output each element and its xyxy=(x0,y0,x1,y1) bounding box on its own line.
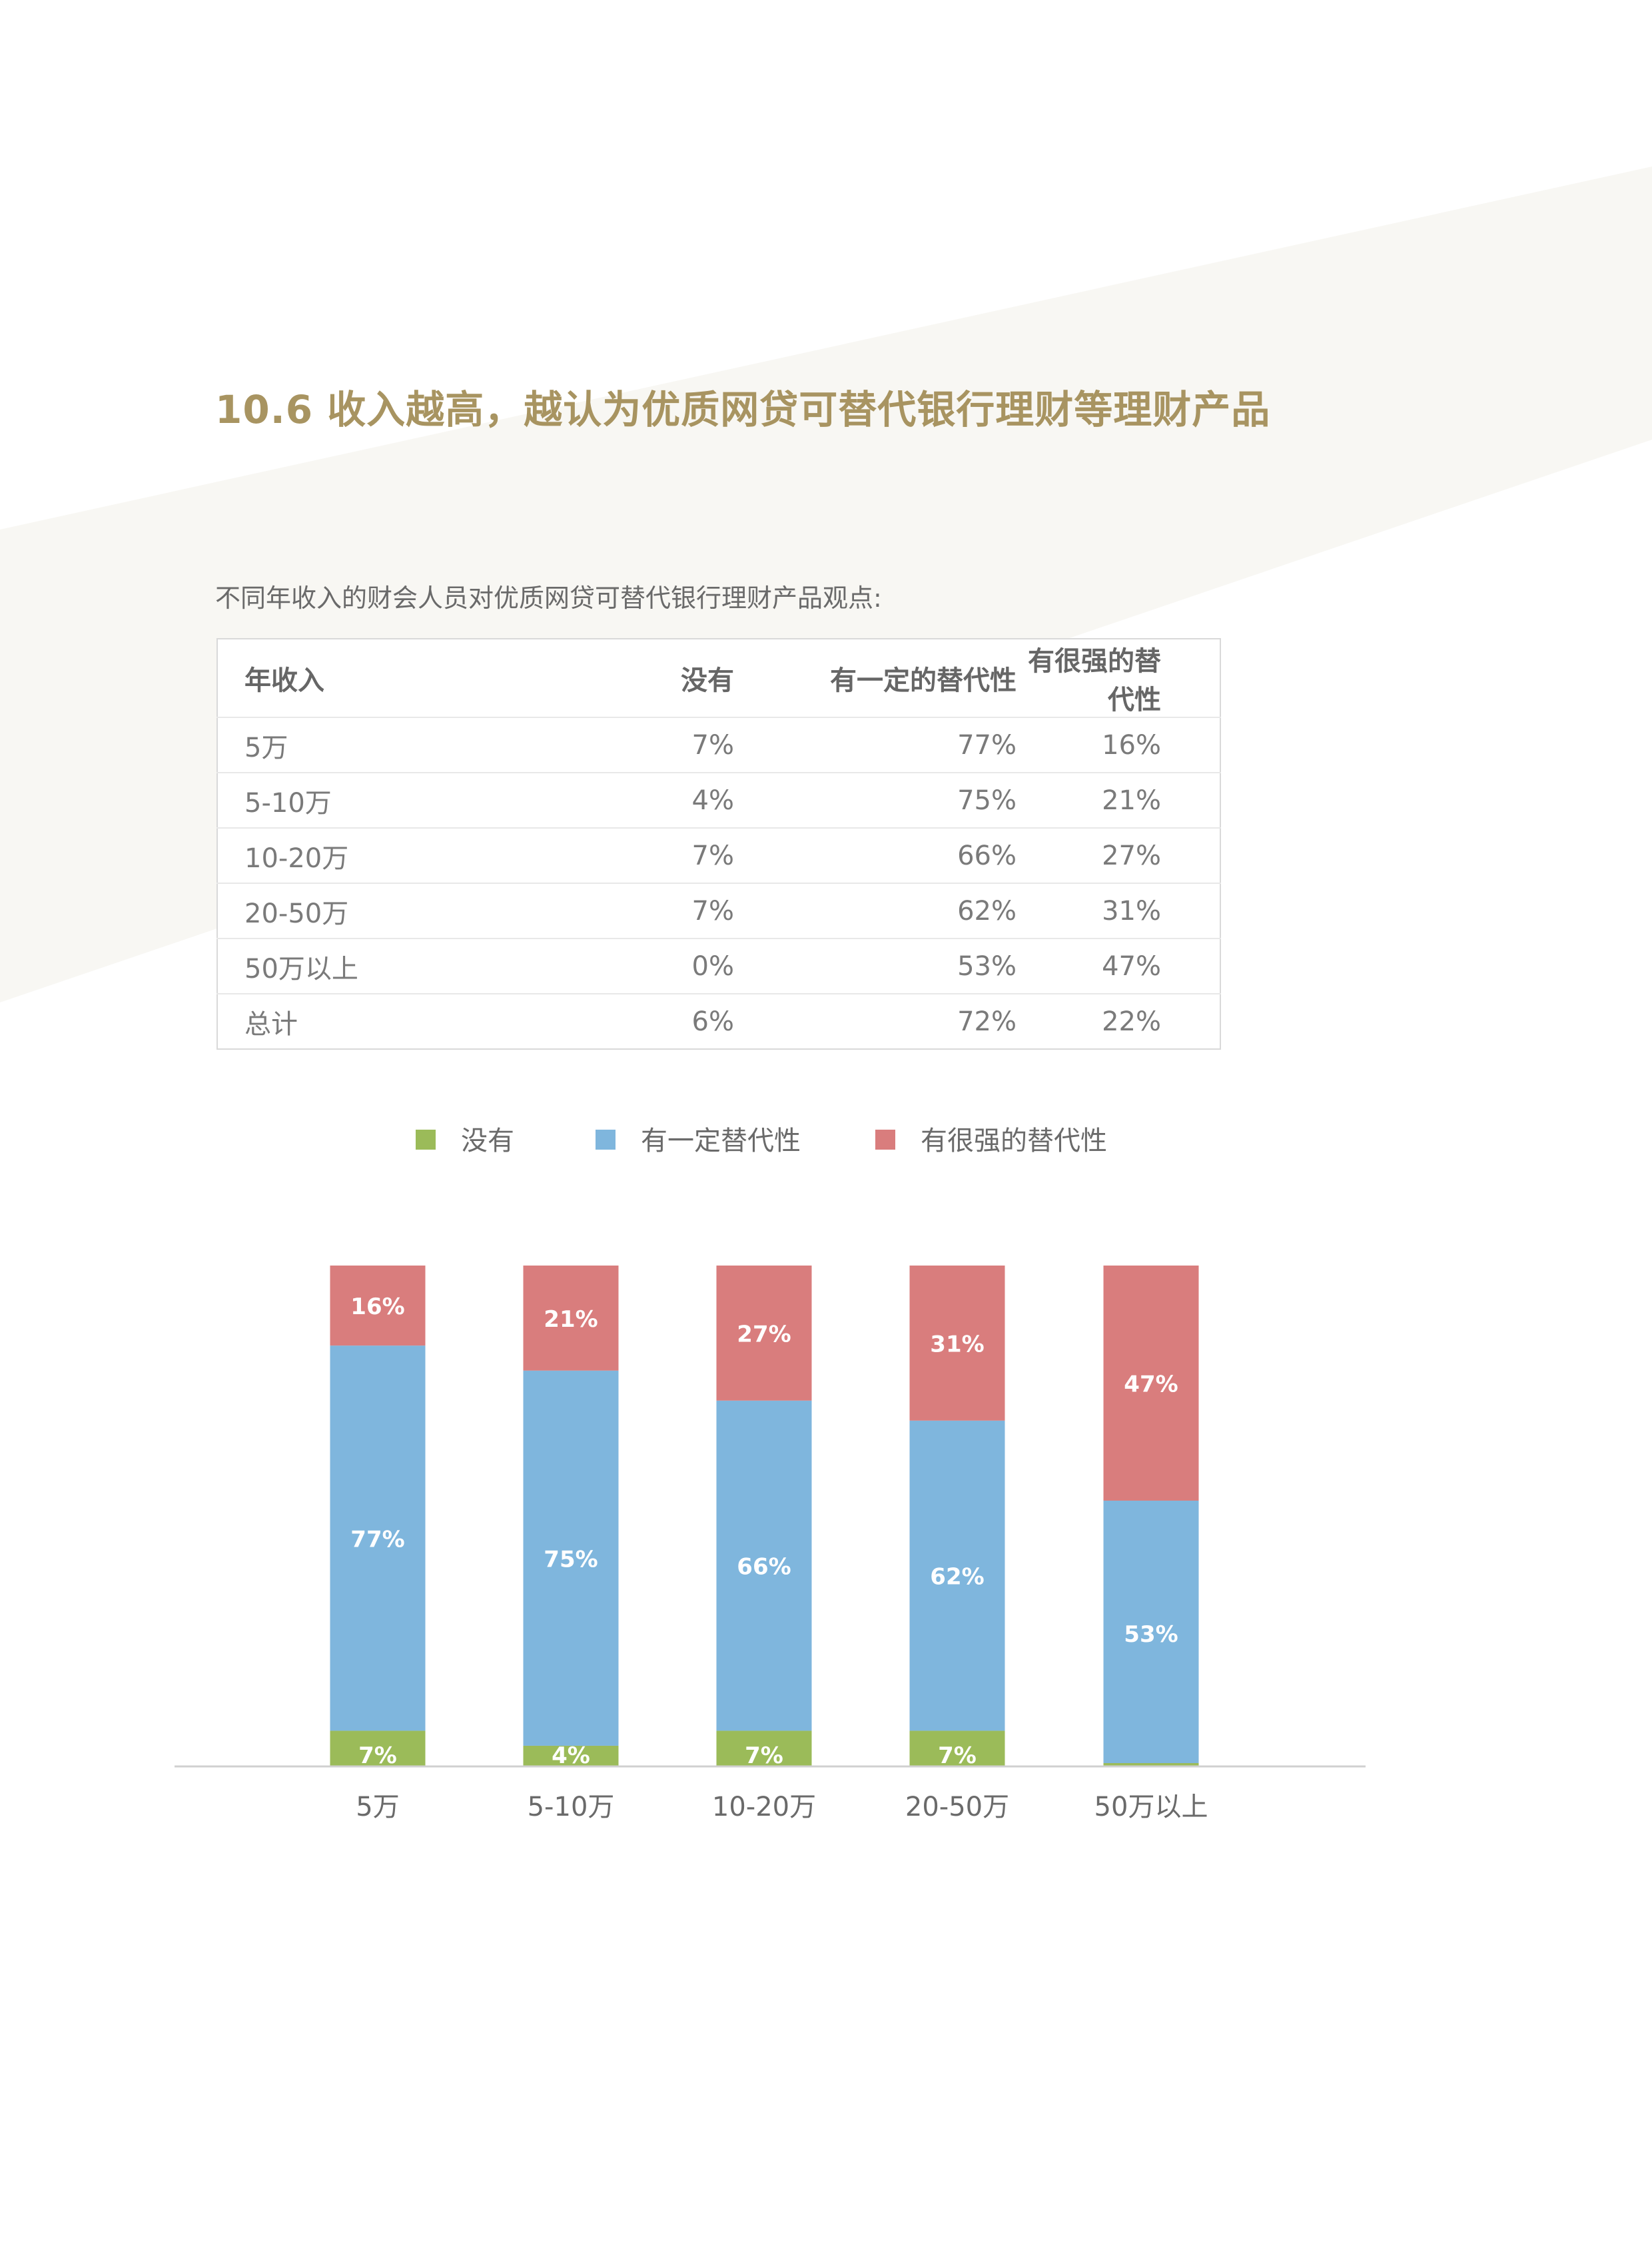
table-row: 总计 6% 72% 22% xyxy=(217,994,1220,1049)
table-cell: 6% xyxy=(691,1006,734,1037)
bar-segment-zero xyxy=(1103,1763,1199,1766)
bar-segment xyxy=(523,1370,619,1746)
table-row: 10-20万 7% 66% 27% xyxy=(217,828,1220,884)
table-cell: 5万 xyxy=(217,717,541,773)
data-label: 75% xyxy=(544,1546,598,1573)
data-label: 4% xyxy=(552,1742,590,1769)
table-cell: 77% xyxy=(734,717,1017,773)
legend-swatch xyxy=(875,1130,895,1150)
table-header-none: 没有 xyxy=(541,639,734,718)
table-cell: 7% xyxy=(541,717,734,773)
data-label: 7% xyxy=(358,1742,397,1769)
x-tick-label: 50万以上 xyxy=(1094,1792,1208,1822)
x-tick-label: 10-20万 xyxy=(712,1792,816,1822)
bar-segment xyxy=(909,1730,1005,1766)
table-cell: 0% xyxy=(541,938,734,994)
bar-segment xyxy=(909,1420,1005,1731)
table-cell: 总计 xyxy=(244,1008,298,1040)
legend-label: 有很强的替代性 xyxy=(921,1126,1107,1156)
x-tick-label: 5万 xyxy=(356,1792,399,1822)
table-cell: 7% xyxy=(541,828,734,884)
table-row: 5-10万 4% 75% 21% xyxy=(217,773,1220,829)
table-cell: 22% xyxy=(1102,1006,1161,1037)
table-row: 5万 7% 77% 16% xyxy=(217,717,1220,773)
table-row: 20-50万 7% 62% 31% xyxy=(217,883,1220,939)
table-row: 50万以上 0% 53% 47% xyxy=(217,938,1220,994)
bar-segment xyxy=(716,1266,812,1401)
bar-segment xyxy=(330,1730,426,1766)
legend-swatch xyxy=(596,1130,616,1150)
table-cell: 21% xyxy=(1017,773,1220,829)
bar-segment xyxy=(716,1730,812,1766)
stacked-bar-chart: 没有 有一定替代性 有很强的替代性 7% 77% 16% 5万 4% 75% 21% 5-10万 7%… xyxy=(175,1126,1366,1822)
table-cell: 10-20万 xyxy=(217,828,541,884)
table-cell: 27% xyxy=(1017,828,1220,884)
table-cell: 50万以上 xyxy=(217,938,541,994)
data-label: 53% xyxy=(1124,1621,1178,1648)
data-label: 7% xyxy=(745,1742,783,1769)
data-label: 62% xyxy=(930,1564,984,1591)
table-cell: 62% xyxy=(734,883,1017,939)
bar-segment xyxy=(330,1266,426,1346)
table-header-row: 年收入 没有 有一定的替代性 有很强的替代性 xyxy=(217,639,1220,718)
table-cell: 53% xyxy=(734,938,1017,994)
data-label: 21% xyxy=(544,1306,598,1333)
bar-segment xyxy=(330,1345,426,1731)
bar-segment xyxy=(1103,1266,1199,1501)
legend-label: 有一定替代性 xyxy=(641,1126,801,1156)
data-label: 16% xyxy=(350,1294,404,1320)
table-header-strong: 有很强的替代性 xyxy=(1017,639,1220,718)
data-label: 7% xyxy=(938,1742,977,1769)
table-cell: 31% xyxy=(1017,883,1220,939)
table-cell: 47% xyxy=(1017,938,1220,994)
x-tick-label: 5-10万 xyxy=(528,1792,615,1822)
bar-segment xyxy=(523,1745,619,1766)
table-cell: 75% xyxy=(734,773,1017,829)
bar-segment xyxy=(716,1400,812,1731)
table-caption: 不同年收入的财会人员对优质网贷可替代银行理财产品观点: xyxy=(215,583,882,613)
data-label: 77% xyxy=(350,1526,404,1553)
legend-swatch xyxy=(416,1130,436,1150)
table-header-some: 有一定的替代性 xyxy=(734,639,1017,718)
page-title: 10.6 收入越高，越认为优质网贷可替代银行理财等理财产品 xyxy=(215,387,1271,432)
table-cell: 7% xyxy=(541,883,734,939)
data-label: 27% xyxy=(737,1321,791,1347)
data-label: 47% xyxy=(1124,1371,1178,1397)
x-tick-label: 20-50万 xyxy=(905,1792,1009,1822)
data-table: 年收入 没有 有一定的替代性 有很强的替代性 5万 7% 77% 16% 5-1… xyxy=(216,638,1221,1050)
data-label: 66% xyxy=(737,1554,791,1581)
bar-segment xyxy=(523,1266,619,1371)
table-cell: 66% xyxy=(734,828,1017,884)
bar-segment xyxy=(909,1266,1005,1421)
table-cell: 5-10万 xyxy=(217,773,541,829)
bar-segment xyxy=(1103,1500,1199,1766)
legend-label: 没有 xyxy=(461,1126,514,1156)
table-header-income: 年收入 xyxy=(217,639,541,718)
data-label: 31% xyxy=(930,1331,984,1357)
table-cell: 20-50万 xyxy=(217,883,541,939)
table-cell: 72% xyxy=(957,1006,1017,1037)
table-cell: 16% xyxy=(1017,717,1220,773)
table-cell: 4% xyxy=(541,773,734,829)
